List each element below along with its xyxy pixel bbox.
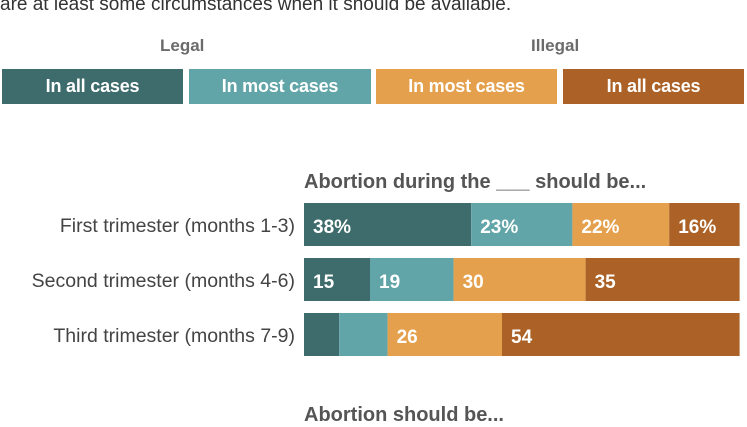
data-label-second-trimester-illegal-most: 30 [463, 272, 484, 293]
bar-third-trimester-illegal-all [502, 313, 740, 356]
data-label-third-trimester-illegal-most: 26 [397, 327, 418, 348]
bar-second-trimester-legal-all [304, 258, 370, 301]
data-label-second-trimester-legal-all: 15 [313, 272, 335, 293]
legend-group-illegal: Illegal [531, 36, 580, 55]
bar-third-trimester-illegal-most [387, 313, 502, 356]
data-label-first-trimester-illegal-most: 22% [581, 217, 619, 238]
legend-group-legal: Legal [160, 36, 205, 55]
bar-first-trimester-legal-all [304, 203, 472, 246]
legend-illegal-most-cases: In most cases [376, 69, 557, 104]
intro-text: are at least some circumstances when it … [0, 0, 512, 15]
bar-second-trimester-illegal-all [585, 258, 740, 301]
legend-legal-all-cases: In all cases [2, 69, 183, 104]
data-label-second-trimester-illegal-all: 35 [595, 272, 617, 293]
data-label-third-trimester-illegal-all: 54 [511, 327, 533, 348]
data-label-first-trimester-legal-all: 38% [313, 217, 351, 238]
data-label-first-trimester-legal-most: 23% [480, 217, 518, 238]
row-label-second-trimester: Second trimester (months 4-6) [31, 270, 295, 292]
legend-illegal-all-cases: In all cases [563, 69, 744, 104]
bar-third-trimester-legal-all [304, 313, 340, 356]
data-label-second-trimester-legal-most: 19 [379, 272, 400, 293]
row-label-third-trimester: Third trimester (months 7-9) [53, 325, 295, 347]
bar-second-trimester-legal-most [370, 258, 454, 301]
bar-first-trimester-illegal-all [669, 203, 740, 246]
bar-first-trimester-illegal-most [572, 203, 670, 246]
trimester-section-title: Abortion during the ___ should be... [304, 171, 647, 193]
legend-legal-most-cases: In most cases [189, 69, 371, 104]
bar-third-trimester-legal-most [339, 313, 388, 356]
bar-first-trimester-legal-most [471, 203, 573, 246]
data-label-first-trimester-illegal-all: 16% [678, 217, 716, 238]
row-label-first-trimester: First trimester (months 1-3) [59, 215, 295, 237]
bar-second-trimester-illegal-most [453, 258, 586, 301]
general-section-title: Abortion should be... [304, 404, 504, 426]
